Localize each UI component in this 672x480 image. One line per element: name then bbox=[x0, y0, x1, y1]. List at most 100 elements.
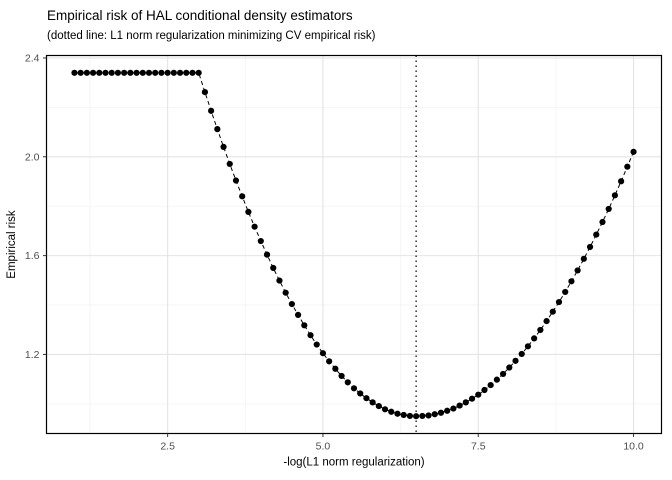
data-point bbox=[189, 69, 196, 76]
data-point bbox=[493, 376, 500, 383]
x-axis-tick-label: 2.5 bbox=[160, 441, 175, 453]
data-point bbox=[562, 288, 569, 296]
x-axis-title: -log(L1 norm regularization) bbox=[283, 457, 424, 469]
data-point bbox=[611, 192, 619, 199]
data-point bbox=[89, 69, 97, 76]
data-point bbox=[431, 411, 438, 418]
data-point bbox=[400, 411, 407, 419]
y-axis-title: Empirical risk bbox=[6, 210, 18, 279]
data-point bbox=[170, 69, 177, 76]
data-point bbox=[481, 386, 488, 394]
data-point bbox=[145, 69, 153, 76]
data-point bbox=[139, 69, 146, 76]
data-point bbox=[450, 405, 457, 412]
data-point bbox=[350, 385, 358, 392]
data-point bbox=[245, 208, 252, 215]
data-point bbox=[270, 264, 277, 272]
data-point bbox=[176, 69, 184, 76]
data-point bbox=[276, 277, 283, 284]
data-point bbox=[313, 341, 320, 348]
data-point bbox=[444, 407, 451, 414]
data-point bbox=[388, 408, 395, 415]
y-axis-tick-label: 2.4 bbox=[25, 52, 40, 64]
data-point bbox=[319, 350, 327, 357]
data-point bbox=[512, 357, 519, 364]
data-point bbox=[152, 69, 159, 76]
chart-title: Empirical risk of HAL conditional densit… bbox=[47, 8, 353, 23]
data-point bbox=[307, 332, 314, 339]
data-point bbox=[71, 69, 78, 76]
data-point bbox=[406, 412, 414, 420]
data-point bbox=[593, 231, 600, 238]
data-point bbox=[419, 412, 426, 420]
data-point bbox=[394, 410, 401, 417]
y-axis-tick-label: 2.0 bbox=[25, 151, 40, 163]
data-point bbox=[381, 406, 389, 413]
data-point bbox=[524, 343, 532, 350]
data-point bbox=[630, 148, 637, 155]
data-point bbox=[232, 177, 240, 184]
chart-subtitle: (dotted line: L1 norm regularization min… bbox=[47, 30, 376, 42]
data-point bbox=[195, 69, 202, 76]
data-point bbox=[214, 126, 221, 133]
data-point bbox=[475, 391, 482, 398]
data-point bbox=[462, 399, 469, 406]
data-point bbox=[425, 412, 432, 419]
y-axis-tick-label: 1.2 bbox=[25, 349, 40, 361]
data-point bbox=[568, 278, 575, 285]
data-point bbox=[239, 193, 246, 200]
data-point bbox=[208, 107, 215, 114]
data-point bbox=[338, 372, 345, 380]
data-point bbox=[294, 311, 302, 319]
data-point bbox=[77, 69, 84, 76]
data-point bbox=[332, 365, 339, 372]
data-point bbox=[121, 69, 128, 76]
data-point bbox=[220, 143, 227, 151]
data-point bbox=[555, 298, 563, 306]
data-point bbox=[618, 178, 625, 185]
data-point bbox=[251, 223, 258, 230]
data-point bbox=[108, 69, 115, 76]
x-axis-tick-label: 7.5 bbox=[471, 441, 486, 453]
data-point bbox=[599, 218, 606, 226]
data-point bbox=[537, 326, 544, 334]
y-axis-tick-label: 1.6 bbox=[25, 250, 40, 262]
data-point bbox=[413, 413, 420, 420]
panel-border bbox=[45, 54, 663, 435]
data-point bbox=[531, 335, 538, 342]
x-axis-tick-label: 10.0 bbox=[623, 441, 644, 453]
data-point bbox=[344, 379, 351, 386]
data-point bbox=[83, 69, 90, 76]
data-point bbox=[624, 163, 631, 170]
data-point bbox=[487, 381, 494, 389]
data-point bbox=[114, 69, 122, 76]
data-point bbox=[263, 251, 271, 258]
data-point bbox=[226, 160, 233, 168]
data-point bbox=[158, 69, 165, 76]
data-point bbox=[369, 399, 376, 406]
data-point bbox=[357, 390, 364, 397]
data-point bbox=[518, 350, 525, 358]
data-point bbox=[326, 358, 333, 365]
data-point bbox=[375, 402, 382, 410]
data-point bbox=[605, 205, 612, 213]
data-point bbox=[437, 409, 445, 416]
data-point bbox=[468, 395, 476, 402]
data-point bbox=[282, 289, 289, 296]
data-point bbox=[506, 364, 513, 371]
data-point bbox=[102, 69, 109, 76]
data-point bbox=[127, 69, 134, 76]
data-point bbox=[288, 300, 295, 308]
data-point bbox=[164, 69, 171, 76]
data-point bbox=[499, 370, 507, 378]
data-point bbox=[133, 69, 140, 76]
data-point bbox=[301, 322, 308, 329]
x-axis-tick-label: 5.0 bbox=[316, 441, 331, 453]
data-point bbox=[580, 255, 587, 262]
data-point bbox=[363, 395, 370, 402]
data-point bbox=[183, 69, 190, 76]
panel-background bbox=[46, 55, 662, 434]
data-point bbox=[257, 237, 264, 245]
